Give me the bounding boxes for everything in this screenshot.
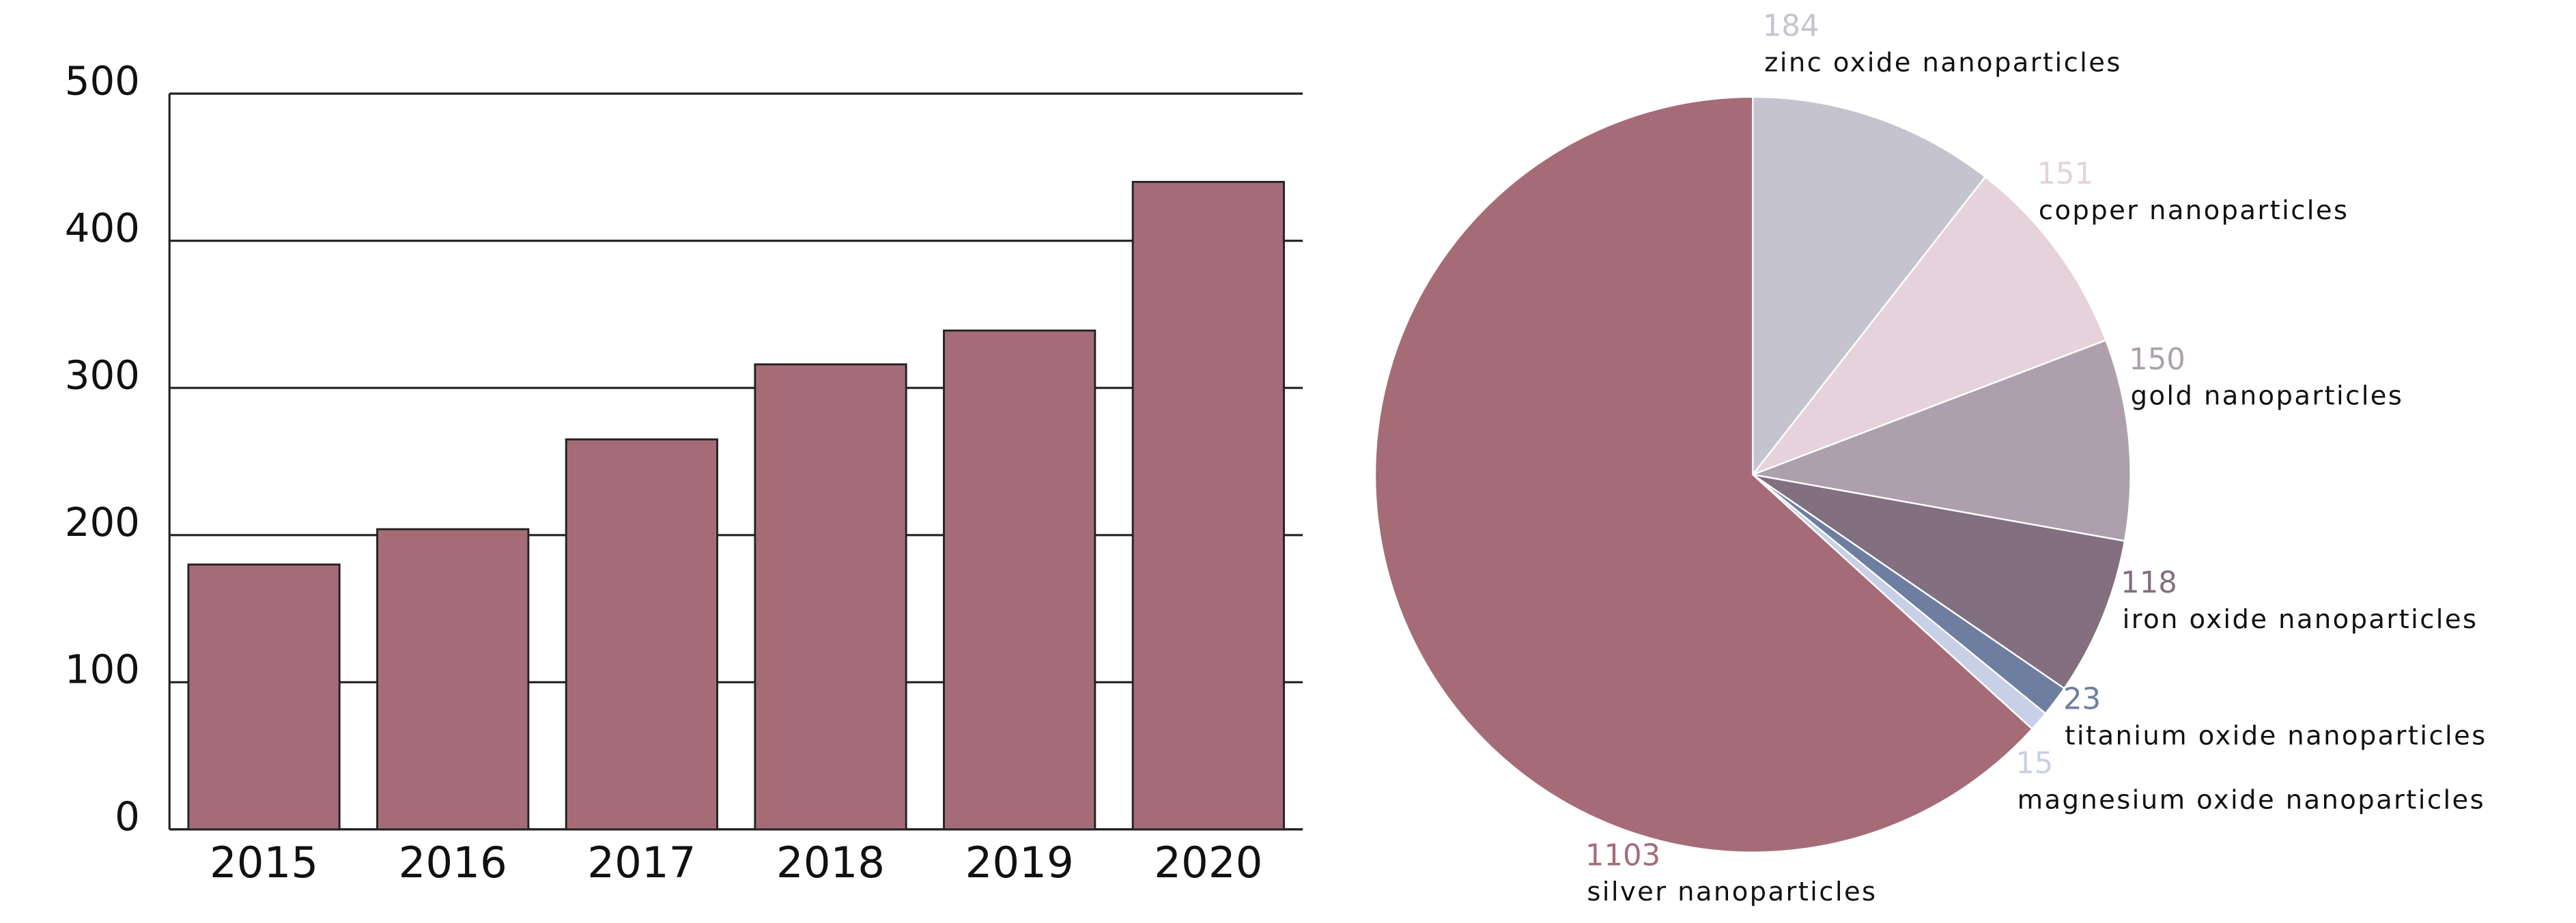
x-tick-label: 2015	[210, 838, 318, 888]
x-tick-label: 2018	[776, 838, 885, 888]
x-tick-label: 2016	[399, 838, 507, 888]
x-tick-label: 2020	[1154, 838, 1262, 888]
bar	[565, 438, 718, 831]
y-tick-label: 100	[65, 647, 140, 693]
slice-label: gold nanoparticles	[2131, 381, 2404, 412]
pie-slice	[1750, 175, 2107, 477]
bar	[754, 363, 907, 831]
slice-label: copper nanoparticles	[2039, 195, 2349, 226]
y-tick-label: 200	[65, 499, 140, 545]
slice-label: titanium oxide nanoparticles	[2065, 721, 2487, 752]
y-tick-label: 400	[65, 205, 140, 251]
y-tick-label: 0	[115, 793, 140, 840]
bar	[1131, 181, 1285, 831]
bar	[943, 329, 1096, 831]
value-label: 118	[2121, 566, 2177, 600]
x-tick-label: 2017	[587, 838, 696, 888]
pie-slice	[1752, 474, 2126, 690]
slice-label: iron oxide nanoparticles	[2123, 604, 2478, 635]
value-label: 15	[2015, 747, 2053, 781]
bar	[376, 528, 530, 831]
value-label: 23	[2063, 683, 2101, 717]
slice-label: silver nanoparticles	[1587, 877, 1877, 907]
value-label: 150	[2129, 343, 2185, 377]
pie-slice	[1374, 96, 2034, 853]
slice-label: zinc oxide nanoparticles	[1764, 47, 2122, 78]
x-tick-label: 2019	[965, 838, 1074, 888]
y-tick-label: 500	[65, 57, 140, 104]
pie-slice	[1752, 96, 1987, 477]
value-label: 151	[2037, 157, 2093, 191]
value-label: 1103	[1585, 838, 1660, 872]
slice-label: magnesium oxide nanoparticles	[2018, 784, 2485, 815]
y-tick-label: 300	[65, 352, 140, 398]
value-label: 184	[1763, 9, 1820, 43]
bar	[187, 563, 341, 831]
